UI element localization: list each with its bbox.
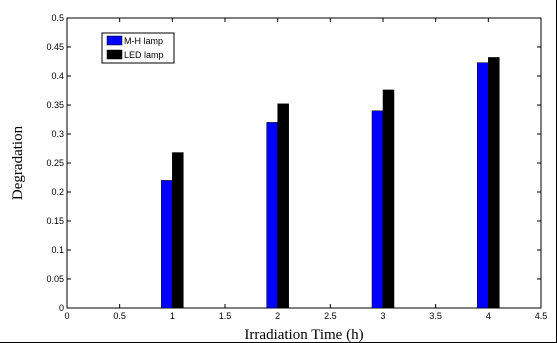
legend-label-led: LED lamp [124, 50, 164, 60]
legend: M-H lamp LED lamp [101, 32, 175, 64]
x-tick-label: 0 [64, 311, 69, 321]
bar-led [172, 152, 184, 309]
y-tick-label: 0.3 [51, 129, 64, 139]
bar-led [382, 89, 395, 309]
y-tick-label: 0.2 [51, 187, 64, 197]
y-tick-label: 0.05 [46, 274, 64, 284]
x-tick-label: 3.5 [429, 311, 442, 321]
legend-swatch-mh [106, 35, 123, 46]
x-tick-label: 4.5 [535, 311, 548, 321]
legend-swatch-led [106, 49, 123, 60]
bar-led [277, 103, 289, 309]
bar-layer [161, 57, 500, 309]
bar-mh [477, 62, 489, 309]
y-axis-label: Degradation [10, 125, 26, 200]
bar-mh [161, 180, 173, 309]
x-axis: 0 0.5 1 1.5 2 2.5 3 3.5 4 4.5 [64, 18, 547, 321]
y-tick-label: 0.25 [46, 158, 64, 168]
x-tick-label: 4 [486, 311, 491, 321]
y-tick-label: 0.4 [51, 71, 64, 81]
y-tick-label: 0.35 [46, 100, 64, 110]
x-tick-label: 2.5 [324, 311, 337, 321]
y-tick-label: 0.15 [46, 216, 64, 226]
plot-area [66, 17, 542, 309]
x-tick-label: 3 [380, 311, 385, 321]
y-tick-label: 0 [59, 303, 64, 313]
x-tick-label: 1 [170, 311, 175, 321]
y-axis: 0 0.05 0.1 0.15 0.2 0.25 0.3 0.35 0.4 0.45 0.5 [46, 13, 541, 313]
x-tick-label: 0.5 [113, 311, 126, 321]
y-tick-label: 0.5 [51, 13, 64, 23]
legend-label-mh: M-H lamp [124, 36, 163, 46]
bar-led [488, 57, 500, 309]
x-tick-label: 2 [275, 311, 280, 321]
bar-mh [371, 110, 384, 309]
bar-mh [266, 122, 278, 309]
y-tick-label: 0.1 [51, 245, 64, 255]
x-axis-label: Irradiation Time (h) [244, 327, 363, 343]
x-tick-label: 1.5 [219, 311, 232, 321]
y-tick-label: 0.45 [46, 42, 64, 52]
